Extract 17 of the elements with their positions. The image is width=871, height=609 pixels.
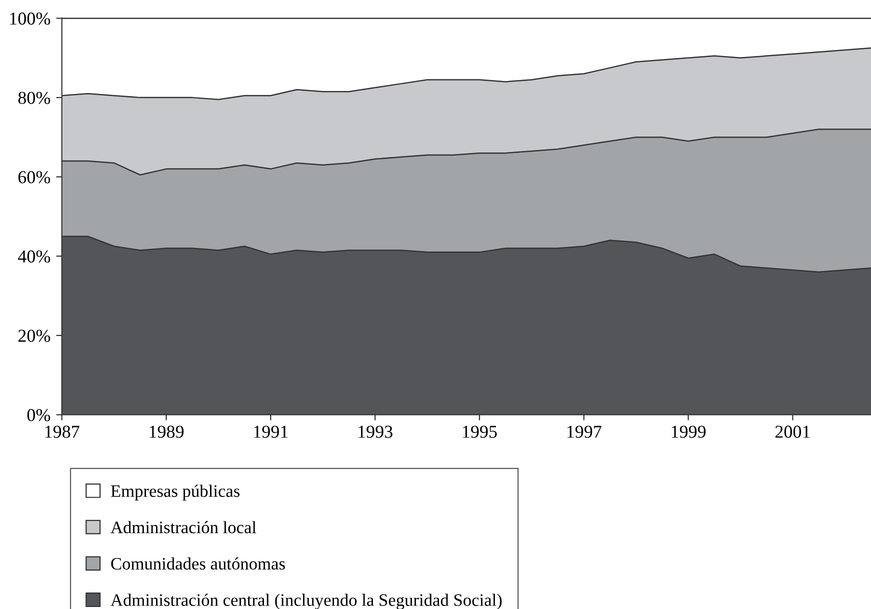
y-tick-label: 0% <box>27 408 50 422</box>
x-tick-label: 1989 <box>150 426 184 438</box>
x-tick-label: 2001 <box>775 426 810 438</box>
x-tick-label: 1991 <box>254 426 288 438</box>
y-tick-label: 100% <box>10 12 50 25</box>
y-tick-label: 80% <box>18 92 50 104</box>
y-tick-label: 60% <box>18 171 50 184</box>
x-tick-label: 1995 <box>463 426 497 438</box>
legend-label: Comunidades autónomas <box>111 557 285 570</box>
y-tick-label: 20% <box>18 330 50 342</box>
y-tick-label: 40% <box>18 250 50 263</box>
legend-label: Empresas públicas <box>110 484 240 500</box>
x-tick-label: 1999 <box>672 426 706 438</box>
x-tick-label: 1993 <box>358 426 392 438</box>
x-tick-label: 1997 <box>567 426 602 438</box>
x-tick-label: 1987 <box>45 426 80 438</box>
legend-label: Administración local <box>110 521 256 534</box>
